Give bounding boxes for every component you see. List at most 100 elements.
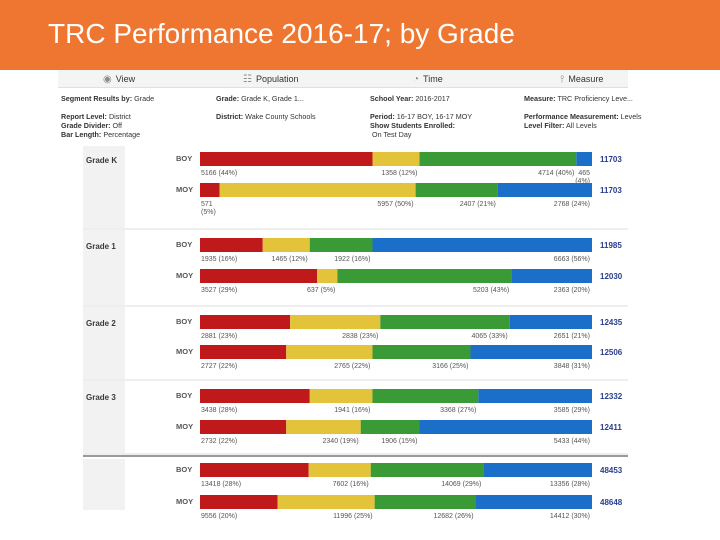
grade-label: Grade 1	[86, 242, 116, 251]
segment-value-label: 2838 (23%)	[342, 333, 378, 340]
period-label: BOY	[176, 465, 192, 474]
grade-group-bg	[83, 146, 125, 228]
bar-segment[interactable]	[308, 463, 371, 477]
bar-segment[interactable]	[200, 495, 278, 509]
segment-value-label: (5%)	[201, 209, 216, 216]
bar-segment[interactable]	[337, 269, 512, 283]
segment-value-label: 1935 (16%)	[201, 256, 237, 263]
grade-label: Grade 2	[86, 319, 116, 328]
segment-value-label: 1465 (12%)	[272, 256, 308, 263]
grade-label: Grade 3	[86, 393, 116, 402]
grade-group-bg	[83, 230, 125, 305]
segment-value-label: 4065 (33%)	[471, 333, 507, 340]
segment-value-label: 2340 (19%)	[323, 438, 359, 445]
title-bar: TRC Performance 2016-17; by Grade	[0, 0, 720, 70]
bar-segment[interactable]	[317, 269, 338, 283]
bar-segment[interactable]	[478, 389, 592, 403]
row-total: 48648	[600, 498, 623, 507]
people-icon: ☷	[243, 73, 252, 85]
segment-value-label: 1941 (16%)	[334, 407, 370, 414]
bar-segment[interactable]	[372, 238, 592, 252]
stacked-bar-chart: Grade K BOY 5166 (44%) 1358 (12%) 4714 (40%)…	[83, 146, 628, 520]
bar-segment[interactable]	[200, 183, 220, 197]
bar-segment[interactable]	[470, 345, 592, 359]
period-label: BOY	[176, 391, 192, 400]
tab-measure[interactable]: ⫯ Measure	[560, 72, 603, 86]
bar-segment[interactable]	[372, 389, 479, 403]
bar-segment[interactable]	[360, 420, 420, 434]
bar-segment[interactable]	[419, 420, 592, 434]
bar-segment[interactable]	[200, 269, 318, 283]
segment-value-label: 5433 (44%)	[554, 438, 590, 445]
period-label: MOY	[176, 422, 193, 431]
segment-value-label: 5957 (50%)	[377, 201, 413, 208]
bar-segment[interactable]	[219, 183, 416, 197]
bar-segment[interactable]	[576, 152, 592, 166]
param-district: District: Wake County Schools	[216, 112, 316, 121]
bar-segment[interactable]	[374, 495, 476, 509]
param-segment: Segment Results by: Grade	[61, 94, 155, 103]
segment-value-label: 2407 (21%)	[460, 201, 496, 208]
bar-segment[interactable]	[372, 152, 420, 166]
bar-segment[interactable]	[370, 463, 484, 477]
period-label: MOY	[176, 497, 193, 506]
segment-value-label: 3166 (25%)	[432, 363, 468, 370]
tab-population-label: Population	[255, 74, 299, 84]
bar-segment[interactable]	[309, 238, 373, 252]
bar-segment[interactable]	[200, 463, 309, 477]
bar-segment[interactable]	[309, 389, 373, 403]
segment-value-label: 2768 (24%)	[554, 201, 590, 208]
bar-segment[interactable]	[380, 315, 510, 329]
bar-segment[interactable]	[290, 315, 381, 329]
row-total: 11703	[600, 155, 622, 164]
segment-value-label: 5203 (43%)	[473, 287, 509, 294]
bar-segment[interactable]	[286, 420, 361, 434]
bar-segment[interactable]	[277, 495, 375, 509]
row-total: 12332	[600, 392, 623, 401]
bar-segment[interactable]	[511, 269, 592, 283]
bar-segment[interactable]	[262, 238, 310, 252]
row-total: 12030	[600, 272, 623, 281]
bar-segment[interactable]	[200, 238, 263, 252]
param-report-level: Report Level: District	[61, 112, 131, 121]
report-parameters: Segment Results by: Grade Report Level: …	[58, 92, 641, 146]
tab-view[interactable]: ◉ View	[103, 72, 135, 86]
segment-value-label: 571	[201, 201, 213, 208]
tab-population[interactable]: ☷ Population	[243, 72, 299, 86]
segment-value-label: 12682 (26%)	[433, 513, 473, 520]
bar-segment[interactable]	[509, 315, 592, 329]
tab-time[interactable]: ◔ Time	[413, 72, 443, 86]
bar-segment[interactable]	[475, 495, 592, 509]
bar-segment[interactable]	[200, 420, 287, 434]
segment-value-label: 3585 (29%)	[554, 407, 590, 414]
bar-segment[interactable]	[200, 389, 310, 403]
eye-icon: ◉	[103, 73, 112, 85]
segment-value-label: (4%)	[575, 178, 590, 185]
bar-segment[interactable]	[200, 315, 291, 329]
grade-label: Grade K	[86, 156, 117, 165]
row-total: 11985	[600, 241, 622, 250]
segment-value-label: 2727 (22%)	[201, 363, 237, 370]
bar-segment[interactable]	[286, 345, 373, 359]
segment-value-label: 11996 (25%)	[333, 513, 373, 520]
segment-value-label: 13418 (28%)	[201, 481, 241, 488]
bar-segment[interactable]	[200, 152, 373, 166]
segment-value-label: 2363 (20%)	[554, 287, 590, 294]
period-label: MOY	[176, 185, 193, 194]
bar-segment[interactable]	[497, 183, 592, 197]
tab-measure-label: Measure	[568, 74, 604, 84]
bar-segment[interactable]	[200, 345, 287, 359]
bar-segment[interactable]	[372, 345, 471, 359]
bar-segment[interactable]	[419, 152, 577, 166]
slide-title: TRC Performance 2016-17; by Grade	[48, 18, 515, 49]
row-total: 11703	[600, 186, 622, 195]
segment-value-label: 1906 (15%)	[381, 438, 417, 445]
period-label: MOY	[176, 271, 193, 280]
param-level-filter: Level Filter: All Levels	[524, 121, 597, 130]
bar-segment[interactable]	[483, 463, 592, 477]
segment-value-label: 2732 (22%)	[201, 438, 237, 445]
bar-segment[interactable]	[415, 183, 498, 197]
segment-value-label: 3368 (27%)	[440, 407, 476, 414]
period-label: BOY	[176, 154, 192, 163]
param-grade: Grade: Grade K, Grade 1...	[216, 94, 304, 103]
